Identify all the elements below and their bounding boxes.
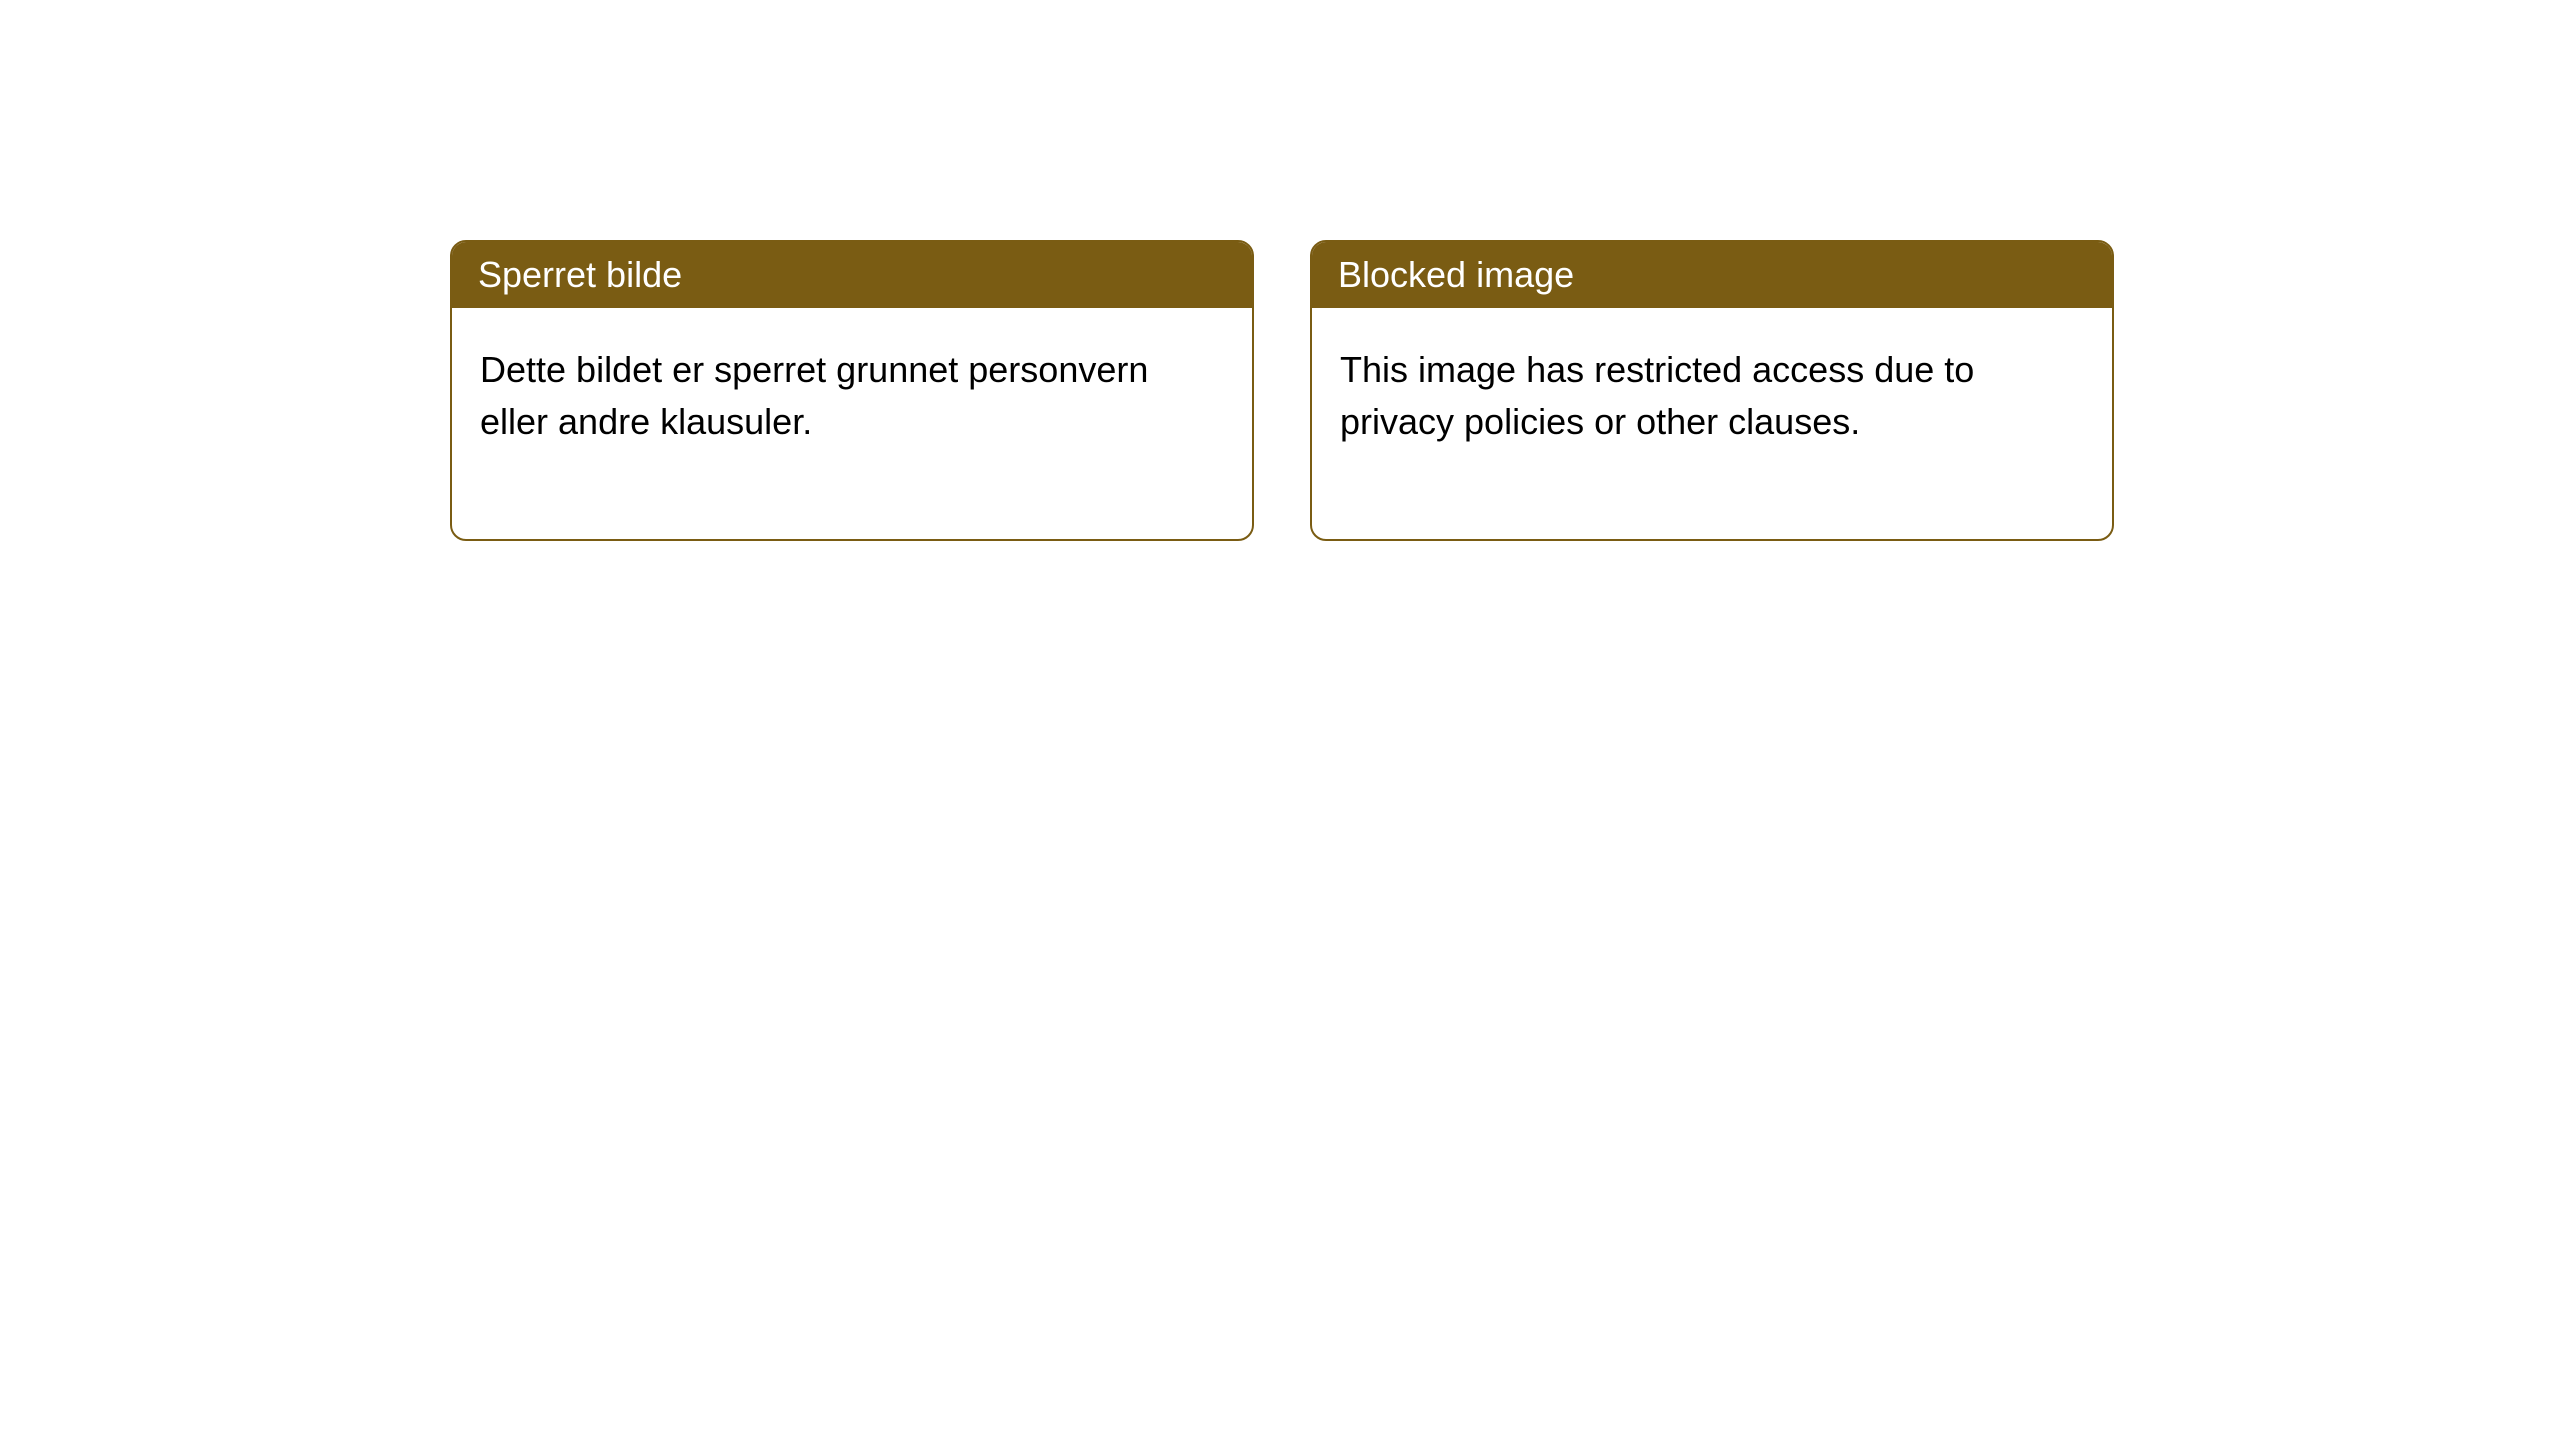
notice-body: This image has restricted access due to …: [1312, 308, 2112, 538]
notice-header: Blocked image: [1312, 242, 2112, 308]
notice-body: Dette bildet er sperret grunnet personve…: [452, 308, 1252, 538]
notice-card-english: Blocked image This image has restricted …: [1310, 240, 2114, 541]
notice-card-norwegian: Sperret bilde Dette bildet er sperret gr…: [450, 240, 1254, 541]
notice-container: Sperret bilde Dette bildet er sperret gr…: [0, 0, 2560, 541]
notice-header: Sperret bilde: [452, 242, 1252, 308]
